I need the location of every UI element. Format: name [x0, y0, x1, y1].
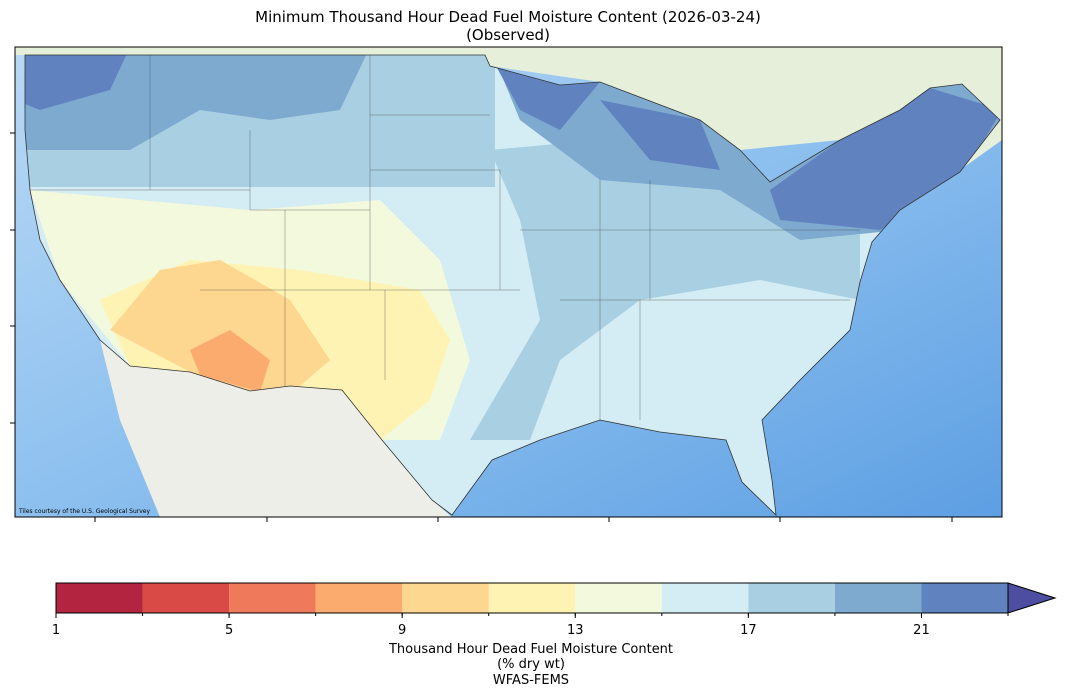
colorbar-tick-label: 17 [740, 623, 757, 638]
colorbar-segment [921, 583, 1008, 613]
colorbar-segment [142, 583, 230, 613]
colorbar-segment [748, 583, 835, 613]
colorbar-segment [402, 583, 489, 613]
us-border [24, 54, 1001, 517]
colorbar-tick-label: 5 [225, 623, 233, 638]
colorbar-extend [1007, 582, 1057, 614]
colorbar-tick-label: 13 [567, 623, 584, 638]
subtitle: (Observed) [466, 26, 550, 44]
map-ticks [10, 132, 953, 522]
colorbar-label: (% dry wt) [497, 657, 565, 672]
colorbar-segment [575, 583, 662, 613]
colorbar-segment [56, 583, 143, 613]
mexico [100, 340, 452, 517]
colorbar-label: Thousand Hour Dead Fuel Moisture Content [388, 642, 673, 657]
colorbar-segment [661, 583, 749, 613]
colorbar-segment [488, 583, 576, 613]
canada [15, 47, 1002, 210]
state-lines [30, 55, 860, 420]
map-frame [14, 46, 1003, 518]
colorbar-segment [229, 583, 316, 613]
colorbar-segment [834, 583, 922, 613]
map: Tiles courtesy of the U.S. Geological Su… [15, 47, 1002, 517]
title: Minimum Thousand Hour Dead Fuel Moisture… [255, 8, 761, 26]
attribution: Tiles courtesy of the U.S. Geological Su… [18, 508, 150, 515]
colorbar-tick-label: 21 [913, 623, 930, 638]
colorbar-tick-label: 9 [398, 623, 406, 638]
colorbar-label: WFAS-FEMS [493, 673, 569, 688]
colorbar-outline [55, 582, 1008, 614]
colorbar-segment [315, 583, 403, 613]
colorbar: 1 5 9 13 17 21 [52, 582, 1057, 638]
colorbar-tick-label: 1 [52, 623, 60, 638]
